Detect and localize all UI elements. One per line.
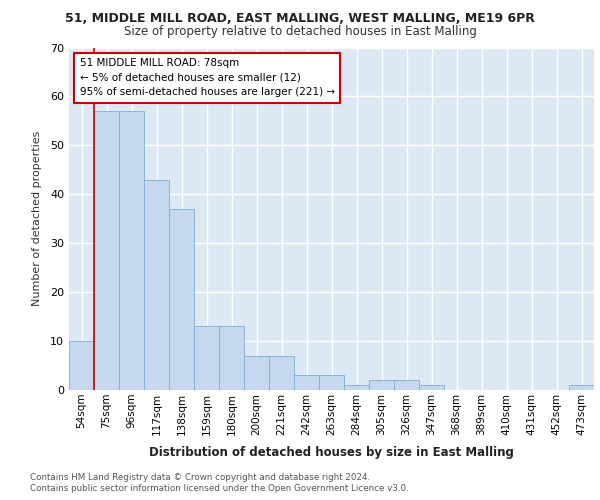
Text: Contains HM Land Registry data © Crown copyright and database right 2024.: Contains HM Land Registry data © Crown c… <box>30 472 370 482</box>
Bar <box>119 111 144 390</box>
Bar <box>219 326 244 390</box>
Text: Contains public sector information licensed under the Open Government Licence v3: Contains public sector information licen… <box>30 484 409 493</box>
Bar <box>419 385 444 390</box>
Text: 51 MIDDLE MILL ROAD: 78sqm
← 5% of detached houses are smaller (12)
95% of semi-: 51 MIDDLE MILL ROAD: 78sqm ← 5% of detac… <box>79 58 335 98</box>
Bar <box>294 376 319 390</box>
Bar <box>94 111 119 390</box>
Bar <box>144 180 169 390</box>
Bar <box>69 341 94 390</box>
Text: 51, MIDDLE MILL ROAD, EAST MALLING, WEST MALLING, ME19 6PR: 51, MIDDLE MILL ROAD, EAST MALLING, WEST… <box>65 12 535 26</box>
Text: Size of property relative to detached houses in East Malling: Size of property relative to detached ho… <box>124 25 476 38</box>
X-axis label: Distribution of detached houses by size in East Malling: Distribution of detached houses by size … <box>149 446 514 459</box>
Bar <box>344 385 369 390</box>
Bar <box>269 356 294 390</box>
Bar <box>394 380 419 390</box>
Bar <box>169 209 194 390</box>
Y-axis label: Number of detached properties: Number of detached properties <box>32 131 41 306</box>
Bar <box>569 385 594 390</box>
Bar <box>244 356 269 390</box>
Bar <box>319 376 344 390</box>
Bar <box>369 380 394 390</box>
Bar <box>194 326 219 390</box>
